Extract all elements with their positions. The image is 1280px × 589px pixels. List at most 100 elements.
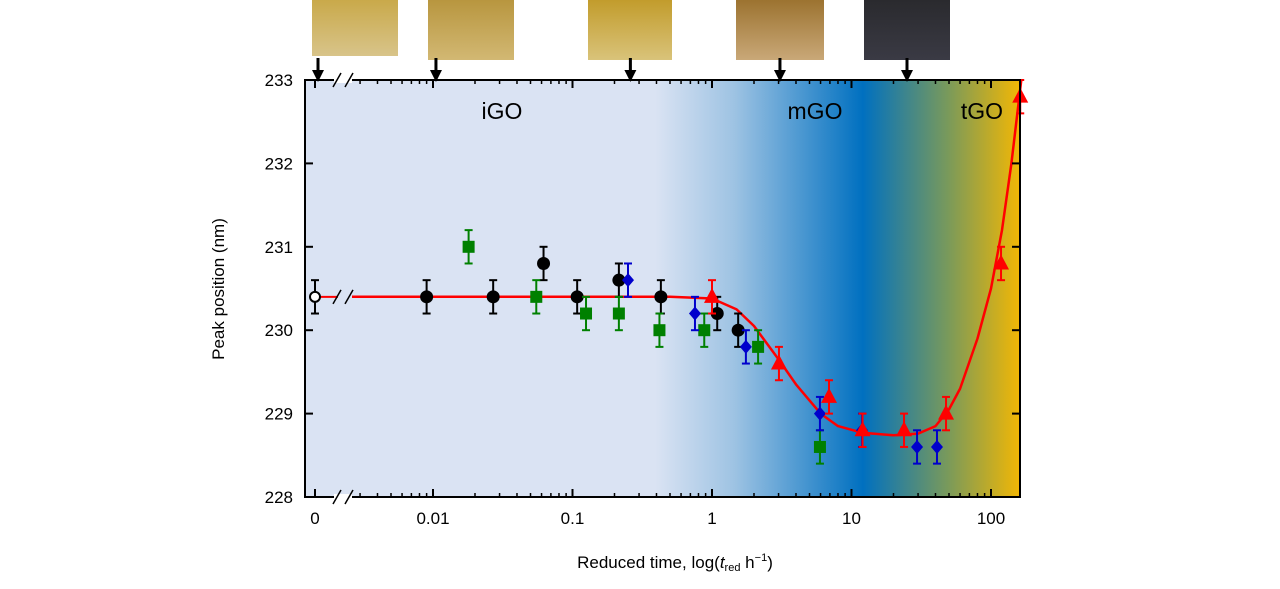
region-label-tgo: tGO [961, 98, 1003, 124]
arrow-down-icon [773, 70, 786, 82]
circle-marker [420, 290, 434, 304]
triangle-marker [854, 421, 871, 437]
diamond-marker [813, 406, 826, 421]
data-point-red-triangles [854, 412, 871, 448]
square-marker [530, 290, 543, 303]
x-axis-label-sup: −1 [755, 552, 768, 564]
data-point-black-circles [486, 279, 500, 315]
data-point-black-circles [731, 312, 745, 348]
data-point-black-circles [420, 279, 434, 315]
circle-marker [654, 290, 668, 304]
diamond-marker [911, 439, 924, 454]
data-point-green-squares [580, 295, 593, 332]
circle-marker [710, 307, 724, 321]
data-point-red-triangles [704, 279, 720, 315]
square-marker [462, 240, 475, 253]
x-tick-label: 100 [977, 509, 1005, 528]
axis-break-mark [344, 489, 354, 505]
circle-marker [612, 273, 626, 287]
data-point-green-squares [653, 312, 666, 348]
data-point-green-squares [698, 312, 711, 348]
diamond-marker [622, 273, 635, 288]
region-label-mgo: mGO [788, 98, 843, 124]
triangle-marker [704, 287, 720, 303]
square-marker [698, 324, 711, 337]
diamond-marker [930, 439, 943, 454]
y-tick-label: 231 [265, 238, 293, 257]
x-axis-label-suffix: ) [767, 553, 773, 572]
data-point-red-triangles [896, 412, 913, 448]
y-tick-label: 228 [265, 488, 293, 507]
fit-curve [352, 79, 1023, 437]
arrow-down-icon [901, 70, 914, 82]
triangle-marker [770, 354, 787, 370]
square-marker [653, 324, 666, 337]
x-tick-label: 0.01 [416, 509, 449, 528]
vial-photo [588, 0, 672, 60]
data-point-red-triangles [770, 345, 787, 382]
diamond-marker [688, 306, 701, 321]
data-point-reference [309, 279, 321, 315]
data-point-blue-diamonds [739, 329, 752, 365]
vial-photo [312, 0, 398, 56]
arrow-down-icon [624, 70, 637, 82]
y-tick-label: 230 [265, 321, 293, 340]
x-axis-label-unit: h [740, 553, 754, 572]
arrow-down-icon [429, 70, 442, 82]
data-point-blue-diamonds [622, 262, 635, 298]
data-point-blue-diamonds [813, 395, 826, 432]
y-tick-label: 233 [265, 71, 293, 90]
data-point-green-squares [752, 329, 765, 365]
x-tick-label: 1 [707, 509, 716, 528]
data-point-red-triangles [993, 245, 1010, 282]
square-marker [813, 440, 826, 453]
axis-break-mark [332, 72, 342, 88]
data-point-black-circles [570, 279, 584, 315]
axis-break-gap [334, 494, 352, 500]
square-marker [580, 307, 593, 320]
triangle-marker [821, 387, 838, 403]
vial-photo [428, 0, 514, 60]
data-point-red-triangles [821, 379, 838, 415]
square-marker [752, 340, 765, 353]
data-point-red-triangles [938, 395, 955, 432]
circle-marker [570, 290, 584, 304]
triangle-marker [896, 421, 913, 437]
square-marker [612, 307, 625, 320]
vial-photo [736, 0, 824, 60]
circle-marker [537, 256, 551, 270]
x-axis-label-sub: red [725, 562, 741, 574]
y-axis-label: Peak position (nm) [209, 218, 228, 360]
region-label-igo: iGO [482, 98, 523, 124]
x-tick-label: 10 [842, 509, 861, 528]
diamond-marker [739, 339, 752, 354]
vial-photo [864, 0, 950, 60]
axis-break-mark [344, 72, 354, 88]
data-point-green-squares [530, 279, 543, 315]
curve-break-mark [344, 289, 354, 305]
data-point-black-circles [537, 245, 551, 282]
open-circle-marker [309, 290, 321, 303]
x-tick-label: 0.1 [561, 509, 585, 528]
data-point-blue-diamonds [911, 429, 924, 465]
arrow-down-icon [312, 70, 324, 82]
axis-break-mark [332, 489, 342, 505]
circle-marker [731, 323, 745, 337]
data-point-green-squares [462, 229, 475, 265]
data-point-blue-diamonds [688, 295, 701, 332]
circle-marker [486, 290, 500, 304]
x-axis-label-t: t [720, 553, 726, 572]
y-tick-label: 232 [265, 154, 293, 173]
triangle-marker [938, 404, 955, 420]
x-axis-label-prefix: Reduced time, log( [577, 553, 720, 572]
y-tick-label: 229 [265, 405, 293, 424]
data-point-blue-diamonds [930, 429, 943, 465]
curve-break-mark [332, 289, 342, 305]
x-tick-label: 0 [310, 509, 319, 528]
x-axis-label: Reduced time, log(tred h−1) [577, 552, 773, 574]
axis-break-gap [334, 77, 352, 83]
data-point-green-squares [612, 295, 625, 332]
plot-frame [304, 79, 1021, 498]
triangle-marker [993, 254, 1010, 270]
